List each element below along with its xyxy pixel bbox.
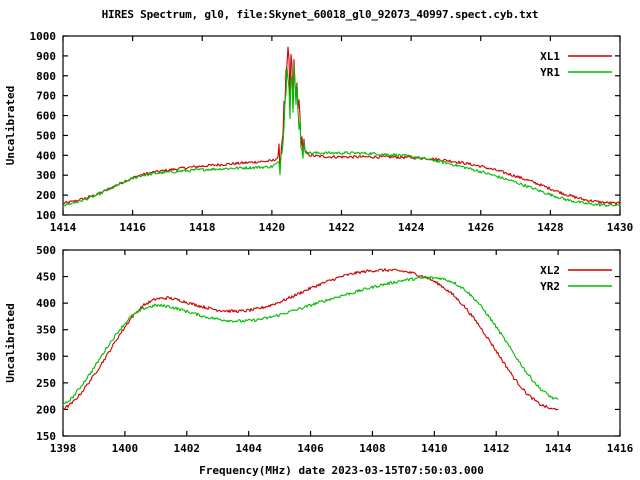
x-axis-tick-label: 1408 [359, 442, 386, 455]
x-axis-tick-label: 1414 [545, 442, 572, 455]
x-axis-tick-label: 1418 [189, 221, 216, 234]
x-axis-tick-label: 1404 [235, 442, 262, 455]
x-axis-tick-label: 1420 [259, 221, 286, 234]
y-axis-tick-label: 100 [36, 209, 56, 222]
y-axis-tick-label: 500 [36, 244, 56, 257]
y-axis-tick-label: 600 [36, 110, 56, 123]
y-axis-tick-label: 300 [36, 169, 56, 182]
y-axis-tick-label: 450 [36, 271, 56, 284]
x-axis-tick-label: 1428 [537, 221, 564, 234]
y-axis-tick-label: 350 [36, 324, 56, 337]
plot-frame [62, 35, 621, 216]
legend-label-yr1: YR1 [540, 66, 560, 79]
legend-label-xl1: XL1 [540, 50, 560, 63]
x-axis-tick-label: 1424 [398, 221, 425, 234]
x-axis-tick-label: 1416 [607, 442, 634, 455]
x-axis-tick-label: 1416 [119, 221, 146, 234]
x-axis-tick-label: 1426 [468, 221, 495, 234]
y-axis-tick-label: 500 [36, 129, 56, 142]
series-line-xl1 [62, 46, 621, 206]
x-axis-tick-label: 1430 [607, 221, 634, 234]
y-axis-label: Uncalibrated [4, 303, 17, 382]
y-axis-tick-label: 800 [36, 70, 56, 83]
series-line-yr1 [62, 64, 621, 207]
y-axis-tick-label: 400 [36, 297, 56, 310]
x-axis-tick-label: 1406 [297, 442, 324, 455]
y-axis-tick-label: 700 [36, 90, 56, 103]
y-axis-tick-label: 300 [36, 350, 56, 363]
x-axis-tick-label: 1400 [112, 442, 139, 455]
x-axis-tick-label: 1412 [483, 442, 510, 455]
y-axis-tick-label: 200 [36, 403, 56, 416]
x-axis-tick-label: 1398 [50, 442, 77, 455]
y-axis-label: Uncalibrated [4, 86, 17, 165]
y-axis-tick-label: 900 [36, 50, 56, 63]
x-axis-tick-label: 1414 [50, 221, 77, 234]
x-axis-tick-label: 1402 [174, 442, 201, 455]
y-axis-tick-label: 1000 [30, 30, 57, 43]
page-title: HIRES Spectrum, gl0, file:Skynet_60018_g… [101, 8, 539, 21]
x-axis-tick-label: 1410 [421, 442, 448, 455]
y-axis-tick-label: 400 [36, 149, 56, 162]
y-axis-tick-label: 150 [36, 430, 56, 443]
series-line-xl2 [62, 268, 559, 411]
series-line-yr2 [62, 276, 559, 406]
x-axis-tick-label: 1422 [328, 221, 355, 234]
legend-label-xl2: XL2 [540, 264, 560, 277]
plot-frame [62, 249, 621, 437]
x-axis-label: Frequency(MHz) date 2023-03-15T07:50:03.… [199, 464, 484, 477]
top-panel: 1414 1416 1418 1420 1422 1424 1426 1428 1430 100 2… [4, 30, 633, 234]
bottom-panel: 1398 1400 1402 1404 1406 1408 1410 1412 1414 1416… [4, 244, 634, 477]
y-axis-tick-label: 200 [36, 189, 56, 202]
y-axis-tick-label: 250 [36, 377, 56, 390]
legend-label-yr2: YR2 [540, 280, 560, 293]
